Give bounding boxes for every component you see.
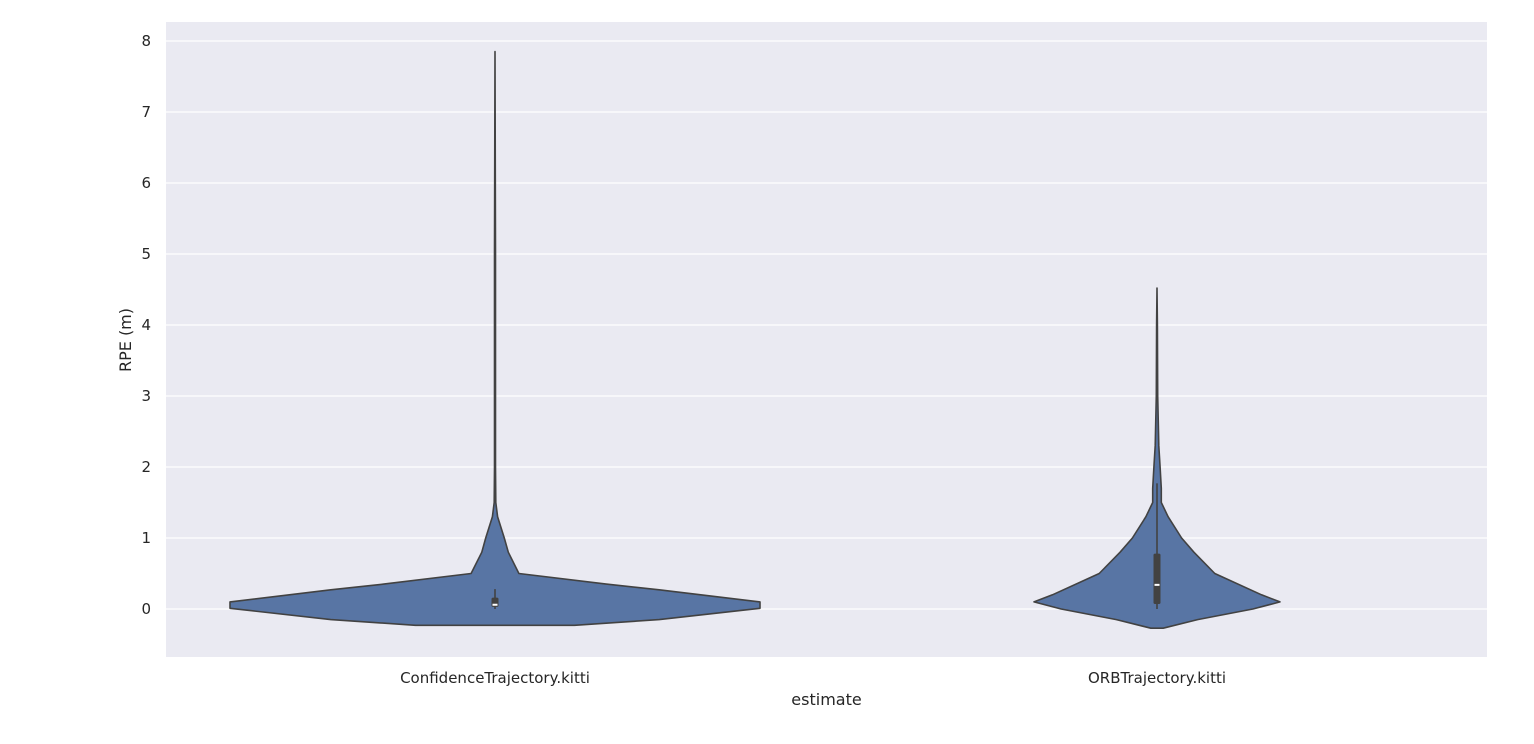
violin-body-0 (229, 50, 761, 627)
violin-body-1 (1033, 287, 1281, 629)
x-tick-label-0: ConfidenceTrajectory.kitti (400, 669, 590, 687)
y-tick-label-1: 1 (141, 529, 151, 547)
violin-iqr-box-1 (1153, 553, 1161, 605)
plot-background (166, 22, 1487, 657)
y-tick-label-4: 4 (141, 316, 151, 334)
x-tick-labels: ConfidenceTrajectory.kitti ORBTrajectory.… (400, 669, 1226, 687)
y-tick-label-8: 8 (141, 32, 151, 50)
y-tick-label-6: 6 (141, 174, 151, 192)
violins-layer (229, 50, 1281, 629)
y-tick-label-0: 0 (141, 600, 151, 618)
y-tick-labels: 0 1 2 3 4 5 6 7 8 (141, 32, 151, 618)
y-tick-label-2: 2 (141, 458, 151, 476)
y-axis-title: RPE (m) (116, 308, 135, 372)
y-tick-label-3: 3 (141, 387, 151, 405)
y-tick-label-5: 5 (141, 245, 151, 263)
gridlines (166, 40, 1487, 610)
x-axis-title: estimate (791, 690, 861, 709)
x-tick-label-1: ORBTrajectory.kitti (1088, 669, 1226, 687)
y-tick-label-7: 7 (141, 103, 151, 121)
